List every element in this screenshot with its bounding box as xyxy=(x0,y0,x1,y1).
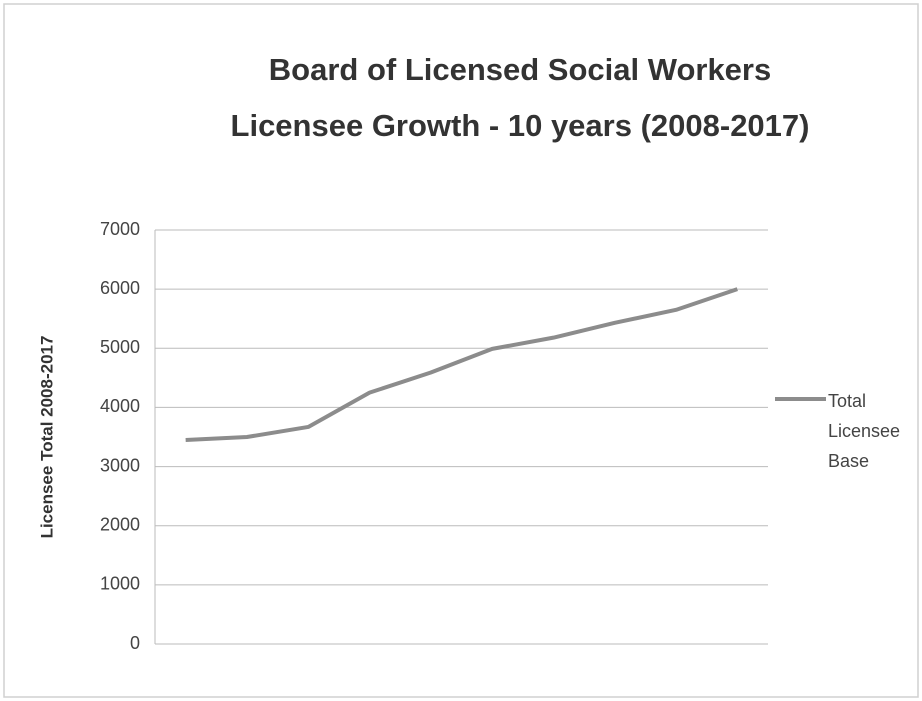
y-tick-label: 2000 xyxy=(100,514,140,534)
line-series xyxy=(185,287,738,442)
y-tick-label: 6000 xyxy=(100,278,140,298)
y-tick-label: 5000 xyxy=(100,337,140,357)
legend-label: Total Licensee Base xyxy=(828,391,901,471)
y-tick-label: 7000 xyxy=(100,219,140,239)
y-tick-label: 1000 xyxy=(100,574,140,594)
chart-border xyxy=(3,3,919,698)
y-tick-label: 3000 xyxy=(100,455,140,475)
y-tick-label: 4000 xyxy=(100,396,140,416)
y-axis-label: Licensee Total 2008-2017 xyxy=(37,336,56,539)
y-tick-label: 0 xyxy=(130,633,140,653)
chart-title: Board of Licensed Social Workers License… xyxy=(230,52,810,143)
